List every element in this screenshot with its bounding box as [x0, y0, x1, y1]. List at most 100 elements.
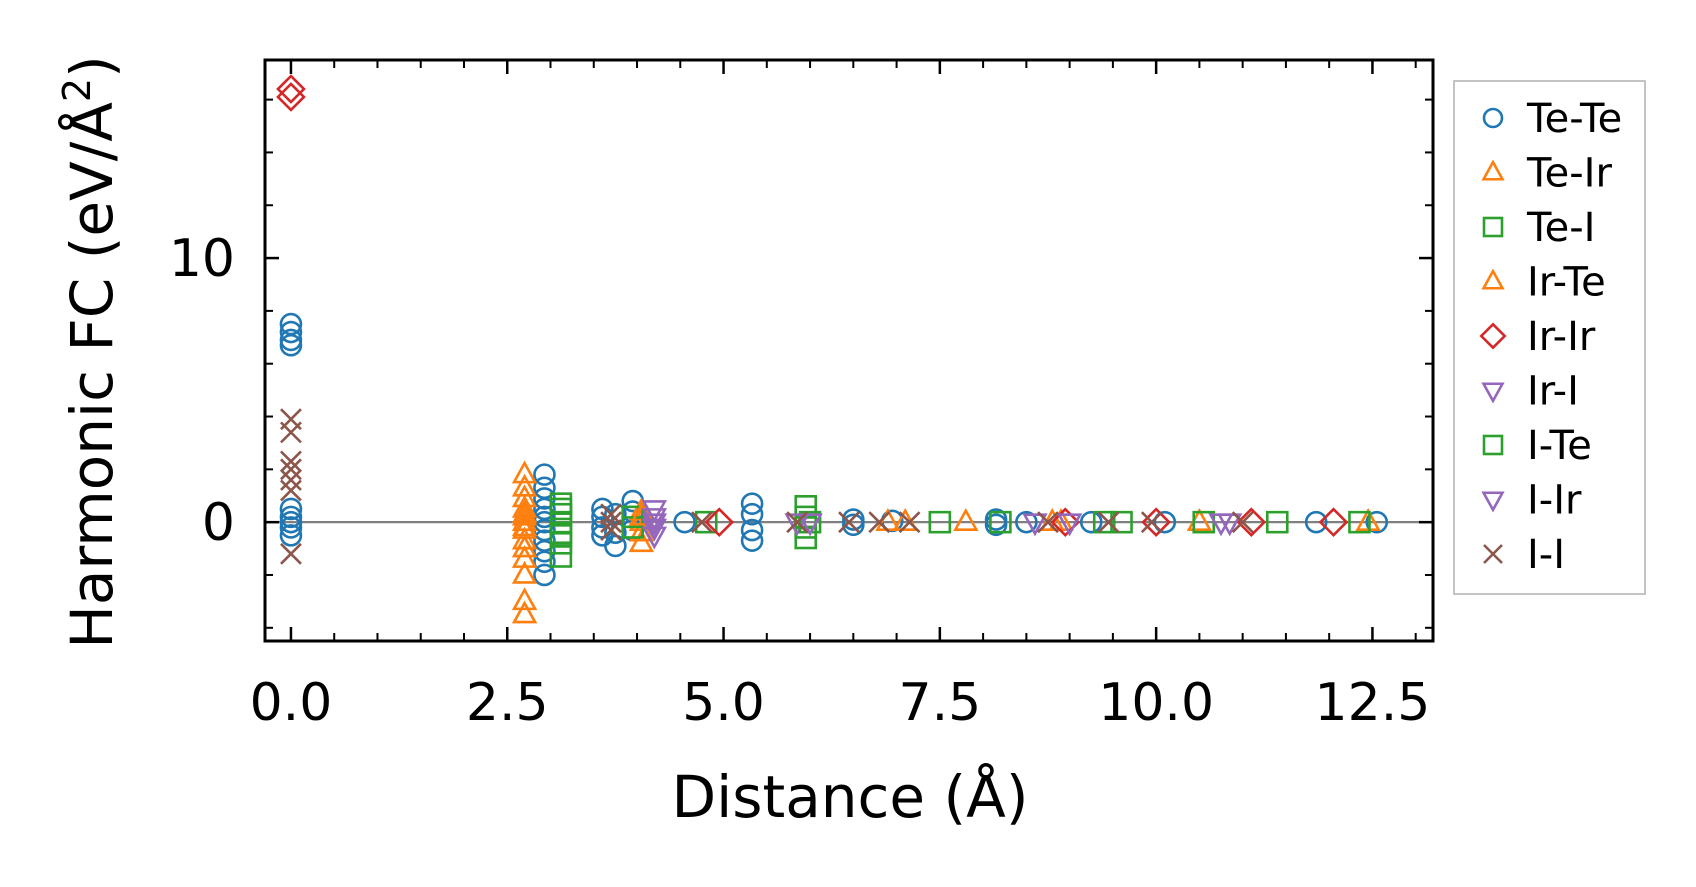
data-points-layer — [276, 74, 1389, 624]
data-point — [511, 534, 538, 558]
data-point — [641, 518, 668, 542]
data-point — [511, 560, 538, 584]
legend-marker — [1481, 382, 1505, 404]
axes-layer — [263, 58, 1435, 643]
data-point — [704, 507, 735, 537]
legend-box — [1453, 80, 1646, 595]
x-tick-label: 10.0 — [1098, 673, 1214, 733]
data-point — [984, 508, 1008, 531]
data-point — [511, 513, 538, 537]
legend-marker — [1481, 268, 1505, 290]
data-point — [953, 507, 979, 531]
y-axis-label-superscript: 2 — [55, 78, 99, 102]
data-point — [280, 450, 302, 473]
data-point — [868, 511, 891, 534]
data-point — [1037, 511, 1059, 534]
legend-label: Ir-I — [1527, 369, 1579, 415]
legend-label: I-Ir — [1527, 478, 1582, 524]
data-point — [838, 511, 860, 534]
data-point — [1079, 510, 1103, 534]
data-point — [549, 497, 573, 521]
data-point — [740, 518, 764, 542]
data-point — [740, 492, 764, 515]
data-point — [1140, 511, 1163, 534]
legend-entry: Ir-Te — [1481, 260, 1606, 306]
data-point — [533, 463, 556, 486]
data-point — [279, 497, 303, 521]
data-point — [280, 468, 302, 491]
data-point — [279, 328, 303, 352]
data-point — [280, 542, 302, 565]
data-point — [786, 511, 809, 534]
x-tick-label: 12.5 — [1315, 673, 1431, 733]
legend-marker — [1482, 434, 1504, 456]
legend-marker — [1483, 544, 1503, 564]
legend-label: Ir-Te — [1527, 260, 1606, 306]
data-point — [1186, 507, 1213, 531]
y-axis-label-close: ) — [58, 55, 126, 78]
legend-marker — [1479, 322, 1507, 350]
legend-marker — [1482, 216, 1504, 238]
legend-entry: I-I — [1483, 532, 1565, 578]
data-point — [673, 510, 696, 534]
data-point — [280, 479, 302, 502]
data-point — [984, 513, 1008, 537]
data-point — [279, 516, 303, 539]
legend-label: Te-I — [1526, 205, 1595, 251]
data-point — [1092, 510, 1116, 534]
data-point — [1355, 507, 1381, 531]
plot-frame — [263, 58, 1435, 643]
series-te-ir — [511, 460, 1213, 624]
data-point — [604, 521, 627, 545]
ticks-layer: 0.0 2.5 5.0 7.5 10.0 12.5 0 10 — [169, 60, 1433, 733]
data-point — [740, 502, 764, 526]
series-ir-ir — [276, 74, 1349, 537]
data-point — [690, 511, 713, 534]
data-point — [276, 82, 306, 112]
series-i-ir — [641, 513, 1243, 537]
data-point — [1348, 510, 1371, 534]
data-point — [784, 513, 810, 537]
data-point — [600, 503, 622, 526]
legend-entry: Te-Te — [1482, 96, 1622, 142]
data-point — [1216, 513, 1243, 537]
data-point — [1050, 507, 1081, 537]
legend-label: I-I — [1527, 532, 1565, 578]
series-te-te — [279, 312, 1389, 587]
data-point — [641, 526, 668, 550]
data-point — [1231, 511, 1254, 534]
x-tick-label: 0.0 — [250, 673, 333, 733]
data-point — [1056, 513, 1083, 537]
data-point — [641, 500, 668, 524]
legend-label: Te-Te — [1526, 96, 1622, 142]
data-point — [1153, 510, 1177, 534]
data-point — [628, 529, 655, 553]
legend: Te-Te Te-Ir Te-I Ir-Te Ir-Ir Ir-I I-Te I-Ir I-I — [1453, 80, 1646, 595]
data-point — [1365, 510, 1389, 534]
data-point — [928, 510, 952, 534]
y-tick-label: 10 — [169, 229, 235, 289]
x-tick-label: 7.5 — [898, 673, 981, 733]
data-point — [591, 497, 614, 521]
data-point — [511, 600, 538, 624]
data-point — [1236, 507, 1267, 537]
data-point — [797, 513, 823, 537]
x-tick-label: 2.5 — [466, 673, 549, 733]
data-point — [694, 510, 718, 534]
data-point — [1318, 507, 1349, 537]
data-point — [989, 510, 1012, 534]
data-point — [740, 529, 764, 552]
legend-entry: I-Ir — [1481, 478, 1582, 524]
y-axis-label: Harmonic FC (eV/Å2) — [55, 55, 126, 649]
legend-entry: Ir-I — [1481, 369, 1579, 415]
data-point — [842, 513, 865, 537]
x-axis-label: Distance (Å) — [672, 762, 1029, 831]
y-tick-label: 0 — [202, 493, 235, 553]
data-point — [604, 534, 627, 558]
data-point — [533, 563, 556, 587]
legend-entry: Te-Ir — [1481, 151, 1612, 197]
data-point — [279, 333, 303, 357]
data-point — [600, 511, 622, 534]
legend-marker — [1482, 107, 1504, 129]
